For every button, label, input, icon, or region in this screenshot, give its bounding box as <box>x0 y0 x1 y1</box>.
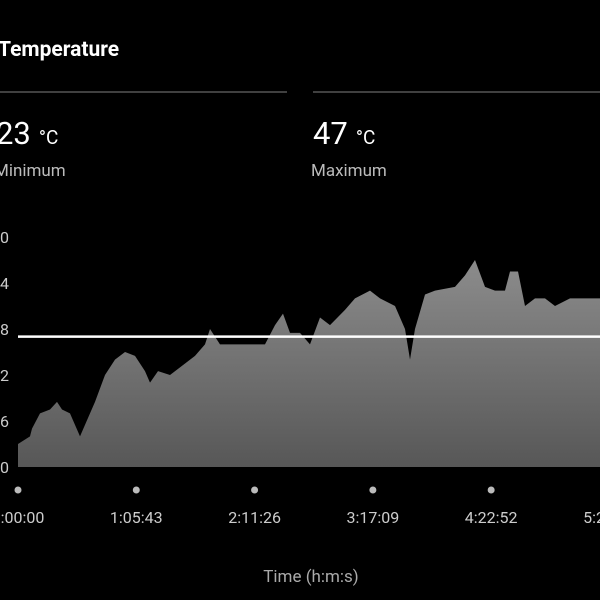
x-tick-dot <box>369 486 377 494</box>
stat-value: 23 <box>0 115 31 152</box>
x-tick-label: 2:11:26 <box>228 508 281 527</box>
x-tick-label: 5:28:35 <box>583 508 600 527</box>
x-tick-label: 0:00:00 <box>0 508 44 527</box>
x-tick-dot <box>487 486 495 494</box>
x-tick-dot <box>14 486 22 494</box>
y-tick-label: 44 <box>0 274 9 293</box>
y-tick-label: 20 <box>0 458 9 477</box>
x-tick-label: 4:22:52 <box>465 508 518 527</box>
x-tick-label: 1:05:43 <box>110 508 163 527</box>
y-tick-label: 26 <box>0 412 9 431</box>
stat-value: 47 <box>313 115 348 152</box>
x-tick-label: 3:17:09 <box>347 508 400 527</box>
area <box>18 260 600 467</box>
title: Temperature <box>0 38 119 62</box>
x-axis-label: Time (h:m:s) <box>263 567 358 587</box>
x-tick-dot <box>132 486 140 494</box>
y-tick-label: 32 <box>0 366 9 385</box>
stat-label: Maximum <box>311 161 387 181</box>
y-tick-label: 50 <box>0 228 9 247</box>
stat-unit: °C <box>39 126 58 149</box>
stat-unit: °C <box>356 126 375 149</box>
y-tick-label: 38 <box>0 320 9 339</box>
stat-label: Minimum <box>0 161 66 181</box>
x-tick-dot <box>251 486 259 494</box>
